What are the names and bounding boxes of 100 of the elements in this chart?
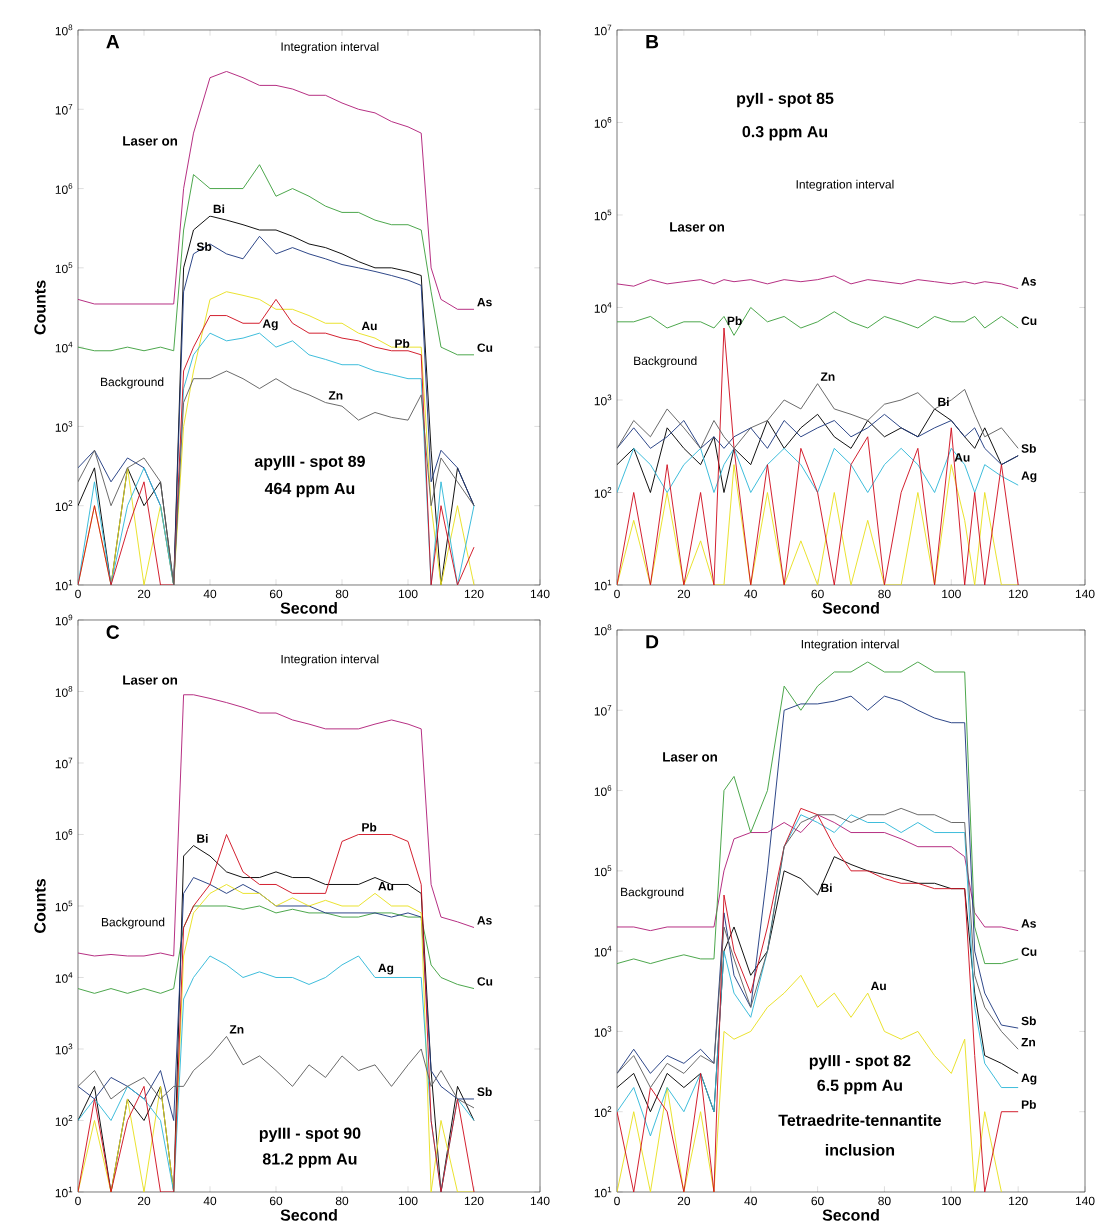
annotation: inclusion <box>825 1143 895 1156</box>
annotation: Zn <box>229 1025 244 1034</box>
annotation: Zn <box>1021 1038 1036 1047</box>
line-series <box>617 307 1019 336</box>
y-tick-label: 10$^{8}$ <box>55 686 73 697</box>
x-axis-title: Second <box>822 602 879 614</box>
y-tick-label: 10$^{8}$ <box>594 624 612 636</box>
x-tick-label: 60 <box>269 1196 283 1206</box>
annotation: Sb <box>1021 443 1036 453</box>
x-tick-label: 0 <box>75 589 81 599</box>
annotation: Background <box>634 356 697 368</box>
annotation: Bi <box>821 883 832 893</box>
x-tick-label: 100 <box>398 589 418 599</box>
annotation: Background <box>101 917 165 929</box>
x-tick-label: 40 <box>744 589 757 599</box>
annotation: Ag <box>1021 1073 1037 1085</box>
x-axis-title: Second <box>280 1209 337 1221</box>
y-tick-label: 10$^{7}$ <box>594 24 612 36</box>
x-tick-label: 80 <box>335 1196 349 1206</box>
annotation: pyIII - spot 82 <box>809 1054 911 1070</box>
annotation: Pb <box>395 339 410 348</box>
x-tick-label: 60 <box>811 589 824 599</box>
x-tick-label: 20 <box>677 1196 691 1206</box>
y-tick-label: 10$^{6}$ <box>594 785 612 796</box>
x-tick-label: 80 <box>878 589 891 599</box>
annotation: Pb <box>362 822 377 832</box>
y-tick-label: 10$^{5}$ <box>55 262 73 274</box>
y-tick-label: 10$^{6}$ <box>55 829 73 840</box>
annotation: Ag <box>378 963 394 975</box>
annotation: Bi <box>213 204 225 214</box>
annotation: Bi <box>938 397 949 407</box>
x-tick-label: 80 <box>878 1196 891 1206</box>
x-tick-label: 0 <box>75 1196 81 1206</box>
annotation: Laser on <box>123 136 178 146</box>
x-tick-label: 120 <box>464 589 484 599</box>
annotation: Bi <box>197 833 208 843</box>
y-tick-label: 10$^{5}$ <box>594 209 612 221</box>
annotation: As <box>1021 277 1036 286</box>
y-tick-label: 10$^{1}$ <box>55 1186 73 1198</box>
annotation: Au <box>378 882 394 891</box>
x-tick-label: 0 <box>614 1196 620 1206</box>
annotation: Laser on <box>670 222 724 232</box>
annotation: As <box>1021 919 1036 928</box>
x-tick-label: 60 <box>811 1196 824 1206</box>
line-series <box>78 370 475 585</box>
line-series <box>617 413 1019 466</box>
x-tick-label: 40 <box>203 589 217 599</box>
y-tick-label: 10$^{1}$ <box>594 1186 612 1198</box>
line-series <box>617 695 1019 1074</box>
x-tick-label: 140 <box>530 589 550 599</box>
y-tick-label: 10$^{5}$ <box>55 900 73 912</box>
annotation: Ag <box>1021 471 1037 483</box>
y-tick-label: 10$^{1}$ <box>594 579 612 591</box>
x-tick-label: 20 <box>137 1196 151 1206</box>
y-tick-label: 10$^{4}$ <box>55 972 73 983</box>
y-tick-label: 10$^{4}$ <box>55 341 73 353</box>
y-tick-label: 10$^{6}$ <box>55 183 73 194</box>
annotation: As <box>477 916 492 925</box>
y-tick-label: 10$^{4}$ <box>594 945 612 957</box>
y-tick-label: 10$^{7}$ <box>55 757 73 769</box>
x-tick-label: 120 <box>1009 1196 1028 1206</box>
annotation: Cu <box>477 977 493 986</box>
x-tick-label: 140 <box>1075 589 1095 599</box>
y-tick-label: 10$^{6}$ <box>594 117 612 128</box>
y-tick-label: 10$^{2}$ <box>594 487 612 498</box>
annotation: 464 ppm Au <box>264 482 355 498</box>
line-series <box>617 275 1019 290</box>
y-axis-title: Counts <box>34 879 46 933</box>
annotation: Integration interval <box>801 639 899 651</box>
chart-title: C <box>106 625 120 639</box>
annotation: Pb <box>1021 1099 1036 1109</box>
line-series <box>617 464 1019 585</box>
chart-title: A <box>106 35 120 49</box>
annotation: Background <box>621 887 684 899</box>
annotation: Laser on <box>123 675 178 685</box>
x-tick-label: 140 <box>1075 1196 1095 1206</box>
y-tick-label: 10$^{1}$ <box>55 579 73 591</box>
x-tick-label: 0 <box>614 589 620 599</box>
annotation: Tetraedrite-tennantite <box>778 1114 941 1126</box>
annotation: Zn <box>820 372 835 381</box>
y-tick-label: 10$^{9}$ <box>55 614 73 626</box>
y-axis-title: Counts <box>34 280 46 335</box>
y-tick-label: 10$^{2}$ <box>55 500 73 512</box>
y-tick-label: 10$^{2}$ <box>594 1106 612 1118</box>
chart-title: D <box>646 635 659 649</box>
x-axis-title: Second <box>822 1209 879 1221</box>
x-tick-label: 100 <box>942 1196 961 1206</box>
line-series <box>617 383 1019 449</box>
annotation: pyII - spot 85 <box>737 92 834 108</box>
annotation: pyIII - spot 90 <box>259 1127 361 1143</box>
y-tick-label: 10$^{3}$ <box>55 421 73 432</box>
annotation: Pb <box>727 316 742 326</box>
x-tick-label: 20 <box>137 589 151 599</box>
x-tick-label: 80 <box>335 589 349 599</box>
annotation: Integration interval <box>281 42 379 54</box>
annotation: Integration interval <box>796 179 894 191</box>
x-tick-label: 140 <box>530 1196 550 1206</box>
annotation: Laser on <box>663 752 717 762</box>
y-tick-label: 10$^{3}$ <box>594 1026 612 1037</box>
annotation: 0.3 ppm Au <box>742 125 828 141</box>
